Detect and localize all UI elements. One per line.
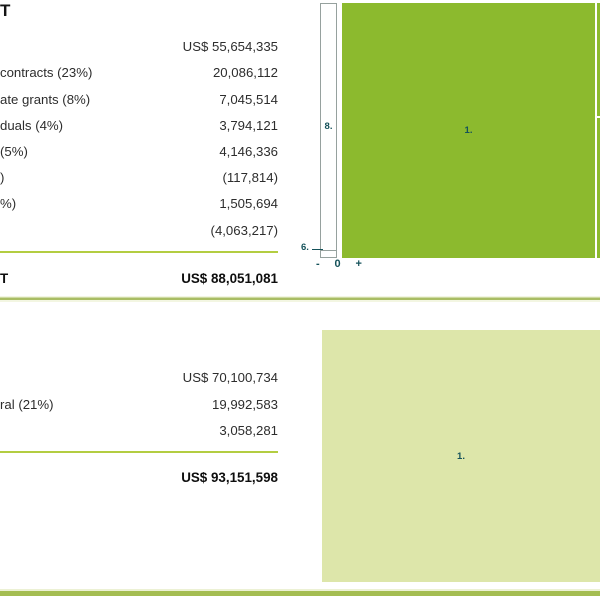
bottom-divider [0, 589, 600, 596]
axis-minus-label: - [316, 258, 320, 270]
chart1-callout-8: 8. [324, 121, 333, 132]
row-value: 20,086,112 [212, 65, 278, 80]
chart1-block-1: 1. [342, 3, 595, 258]
row-label: (5%) [0, 144, 28, 159]
table-row: ral (21%) 19,992,583 [0, 395, 278, 414]
total-rule [0, 251, 278, 253]
row-value: US$ 70,100,734 [182, 370, 278, 385]
table-row: (5%) 4,146,336 [0, 142, 278, 161]
row-value: 1,505,694 [219, 196, 278, 211]
axis-plus-label: + [355, 258, 362, 270]
table-row: US$ 55,654,335 [0, 37, 278, 56]
chart1-negative-band [321, 250, 336, 257]
section1-total-row: T US$ 88,051,081 [0, 269, 278, 288]
row-value: 7,045,514 [219, 92, 278, 107]
chart2-block-1: 1. [322, 330, 600, 582]
chart1-negative-column: 8. [320, 3, 337, 258]
chart2-block-1-label: 1. [457, 450, 465, 462]
chart1-block-1-label: 1. [464, 125, 473, 136]
table-row: contracts (23%) 20,086,112 [0, 63, 278, 82]
row-value: (117,814) [222, 170, 278, 185]
total-label-fragment: T [0, 271, 9, 286]
row-label: ate grants (8%) [0, 92, 91, 107]
chart1-zero-axis: - 0 + [316, 256, 362, 272]
chart1-block-2-sliver [597, 3, 600, 258]
section1-heading-fragment: T [0, 1, 11, 20]
row-label: %) [0, 196, 17, 211]
table-row: US$ 70,100,734 [0, 368, 278, 387]
table-row: 3,058,281 [0, 421, 278, 440]
chart1-callout-6: 6. [301, 242, 309, 253]
table-row: duals (4%) 3,794,121 [0, 116, 278, 135]
row-value: 3,794,121 [219, 118, 278, 133]
axis-zero-label: 0 [334, 258, 341, 270]
row-label: ) [0, 170, 5, 185]
chart1-callout-6-leader-line [312, 248, 323, 250]
row-value: 19,992,583 [211, 397, 278, 412]
section-divider [0, 296, 600, 302]
table-row: ) (117,814) [0, 168, 278, 187]
row-value: 3,058,281 [219, 423, 278, 438]
row-label: contracts (23%) [0, 65, 93, 80]
table-row: (4,063,217) [0, 221, 278, 240]
total-rule [0, 451, 278, 453]
row-value: (4,063,217) [210, 223, 278, 238]
row-value: 4,146,336 [219, 144, 278, 159]
row-label: duals (4%) [0, 118, 64, 133]
section2-total-row: US$ 93,151,598 [0, 468, 278, 487]
total-value: US$ 88,051,081 [181, 271, 278, 286]
row-value: US$ 55,654,335 [182, 39, 278, 54]
chart1-block-boundary [597, 116, 600, 118]
table-row: ate grants (8%) 7,045,514 [0, 90, 278, 109]
table-row: %) 1,505,694 [0, 194, 278, 213]
row-label: ral (21%) [0, 397, 54, 412]
total-value: US$ 93,151,598 [181, 470, 278, 485]
